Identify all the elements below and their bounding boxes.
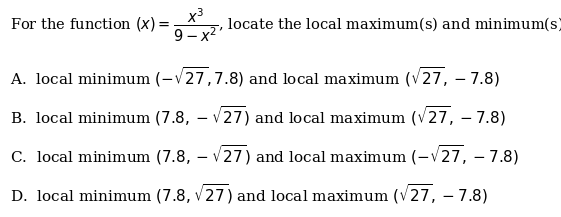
Text: A.  local minimum $(-\sqrt{27},7.8)$ and local maximum $(\sqrt{27},-7.8)$: A. local minimum $(-\sqrt{27},7.8)$ and … (10, 65, 500, 89)
Text: D.  local minimum $(7.8,\sqrt{27})$ and local maximum $(\sqrt{27},-7.8)$: D. local minimum $(7.8,\sqrt{27})$ and l… (10, 182, 488, 206)
Text: For the function $(x) = \dfrac{x^3}{9-x^2}$, locate the local maximum(s) and min: For the function $(x) = \dfrac{x^3}{9-x^… (10, 7, 561, 44)
Text: C.  local minimum $(7.8,-\sqrt{27})$ and local maximum $(-\sqrt{27},-7.8)$: C. local minimum $(7.8,-\sqrt{27})$ and … (10, 143, 519, 167)
Text: B.  local minimum $(7.8,-\sqrt{27})$ and local maximum $(\sqrt{27},-7.8)$: B. local minimum $(7.8,-\sqrt{27})$ and … (10, 104, 506, 128)
